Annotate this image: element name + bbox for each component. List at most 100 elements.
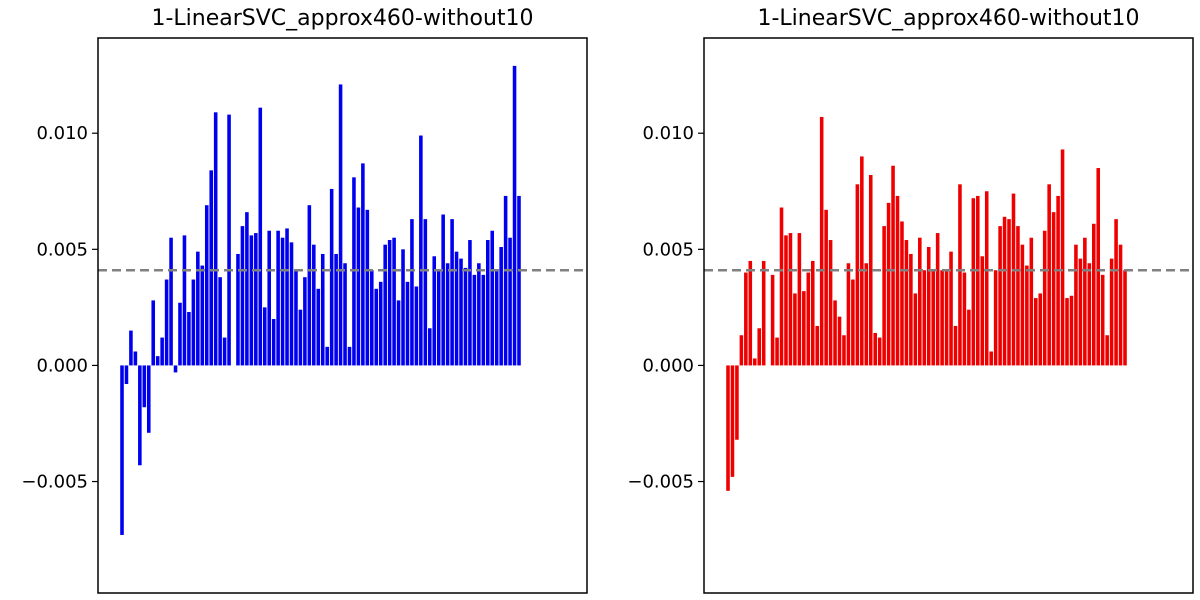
right-bar [855, 184, 860, 366]
left-bar [481, 274, 486, 366]
right-bar [868, 175, 873, 366]
left-chart-bars [120, 65, 521, 535]
right-bar [1123, 270, 1127, 366]
right-bar [1118, 244, 1123, 366]
right-bar [1007, 219, 1011, 366]
left-bar [298, 309, 303, 366]
right-bar [793, 293, 797, 366]
left-bar [459, 258, 463, 366]
right-bar [739, 335, 744, 366]
left-bar [254, 233, 258, 366]
left-bar [405, 281, 410, 366]
right-bar [779, 207, 784, 366]
left-bar [517, 195, 521, 366]
right-bar [784, 235, 788, 366]
right-bar [815, 325, 819, 366]
right-bar [810, 260, 815, 366]
left-bar [285, 228, 289, 366]
right-bar [909, 253, 913, 366]
left-bar [262, 307, 267, 366]
left-chart-frame [97, 37, 588, 594]
left-bar [151, 300, 156, 366]
right-bar [819, 116, 824, 366]
right-bar [998, 226, 1002, 366]
left-y-tick-label: −0.005 [21, 472, 88, 493]
right-bar [730, 365, 735, 477]
right-bar [1060, 149, 1065, 366]
right-bar [1029, 237, 1034, 366]
right-bar [873, 332, 877, 366]
left-bar [307, 205, 312, 366]
right-bar [953, 325, 958, 366]
right-bar [904, 240, 909, 366]
left-bar [249, 235, 254, 366]
left-bar [392, 237, 396, 366]
left-bar [410, 219, 414, 366]
left-bar [334, 253, 338, 366]
left-bar [356, 207, 361, 366]
left-bar [204, 205, 209, 366]
left-bar [164, 279, 169, 366]
right-y-tick-label: 0.000 [642, 355, 694, 376]
right-bar [752, 358, 757, 366]
right-bar [1065, 298, 1069, 366]
left-bar [383, 244, 387, 366]
right-bar [824, 209, 828, 366]
right-bar [1100, 274, 1105, 366]
right-chart-bars [726, 116, 1127, 491]
left-bar [129, 330, 133, 366]
right-bar [726, 365, 730, 491]
right-bar [926, 247, 931, 366]
left-bar [494, 270, 499, 366]
left-bar [200, 265, 205, 366]
left-bar [173, 365, 178, 373]
right-bar [984, 191, 989, 366]
right-bar [864, 263, 869, 366]
left-bar [450, 219, 454, 366]
left-bar [477, 263, 481, 366]
right-y-tick-label: −0.005 [627, 472, 694, 493]
right-bar [1002, 216, 1007, 366]
left-bar [432, 256, 437, 366]
left-bar [338, 84, 343, 366]
left-bar [213, 112, 218, 366]
left-bar [280, 237, 285, 366]
right-bar [886, 202, 891, 366]
right-bar [1083, 237, 1087, 366]
right-bar [1074, 244, 1078, 366]
right-bar [1087, 263, 1092, 366]
right-bar [962, 272, 967, 366]
right-bar [1011, 193, 1016, 366]
left-bar [387, 240, 392, 366]
right-bar [1038, 293, 1043, 366]
right-bar [860, 156, 864, 366]
right-bar [891, 165, 895, 366]
right-bar [842, 335, 846, 366]
right-bar [935, 233, 940, 366]
right-y-tick-label: 0.005 [642, 239, 694, 260]
right-bar [1114, 219, 1118, 366]
left-bar [503, 195, 508, 366]
right-bar [735, 365, 739, 440]
right-bar [913, 293, 918, 366]
right-bar [900, 221, 904, 366]
left-bar [441, 214, 445, 366]
left-bar [320, 253, 325, 366]
right-bar [806, 272, 811, 366]
left-chart: 1-LinearSVC_approx460-without10 −0.005 0.… [21, 6, 588, 594]
right-bar [748, 260, 753, 366]
right-bar [944, 270, 949, 366]
left-bar [142, 365, 147, 408]
right-bar [1034, 298, 1038, 366]
right-bar [837, 316, 842, 366]
right-bar [877, 337, 882, 366]
left-bar [472, 274, 477, 366]
left-bar [222, 337, 227, 366]
left-bar [463, 267, 468, 366]
right-bar [802, 291, 806, 366]
right-bar [744, 272, 748, 366]
left-bar [499, 247, 503, 366]
right-bar [922, 270, 927, 366]
right-bar [1051, 212, 1056, 366]
